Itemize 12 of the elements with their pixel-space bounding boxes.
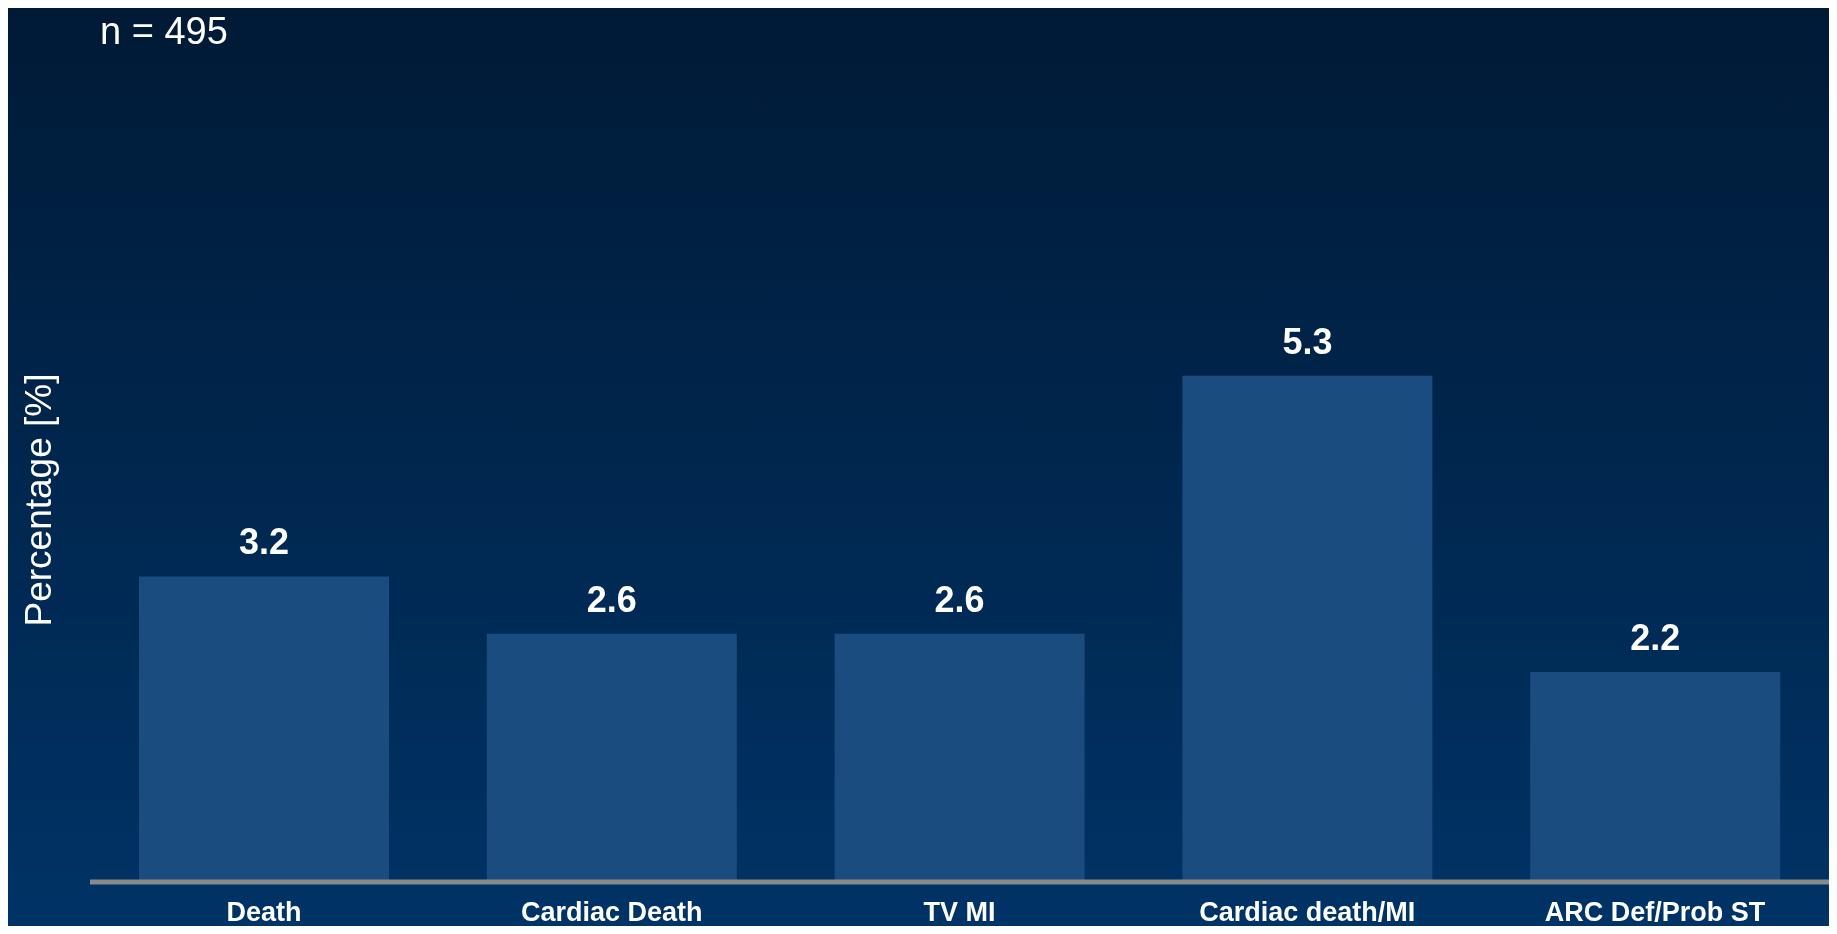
data-label: 2.6 (934, 578, 985, 620)
data-label: 5.3 (1282, 320, 1333, 362)
x-tick-label: ARC Def/Prob ST (1544, 897, 1766, 928)
x-tick-label: Cardiac Death (520, 897, 703, 928)
data-label: 2.2 (1630, 616, 1681, 658)
x-tick-label: Death (226, 897, 302, 928)
x-tick-label: Cardiac death/MI (1199, 897, 1416, 928)
data-label: 3.2 (238, 521, 290, 563)
text: n = 495 (100, 10, 228, 53)
y-axis-title: Percentage [%] (18, 373, 60, 627)
x-tick-label: TV MI (923, 897, 996, 928)
data-label: 2.6 (586, 578, 637, 620)
